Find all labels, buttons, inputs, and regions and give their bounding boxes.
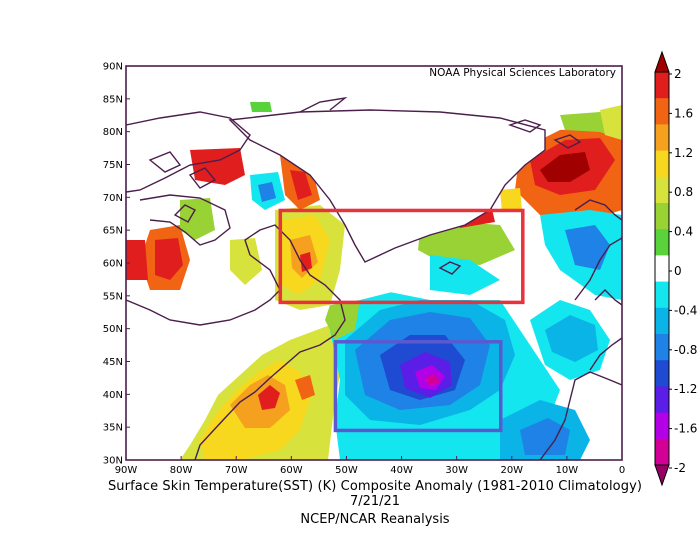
colorbar-segment xyxy=(655,150,669,178)
lat-tick-label: 85N xyxy=(103,94,123,105)
colorbar-segment xyxy=(655,72,669,99)
lat-tick-label: 65N xyxy=(103,226,123,237)
colorbar-segment xyxy=(655,412,669,440)
colorbar-label: 1.6 xyxy=(674,106,693,120)
colorbar-segment xyxy=(655,307,669,335)
latitude-tick-labels: 90N 85N 80N 75N 70N 65N 60N 55N 50N 45N 40N 35N 30N xyxy=(103,62,130,467)
caption-title: Surface Skin Temperature(SST) (K) Compos… xyxy=(107,479,643,494)
lat-tick-label: 70N xyxy=(103,193,123,204)
colorbar-segment xyxy=(655,98,669,125)
lat-tick-label: 60N xyxy=(103,259,123,270)
lon-tick-label: 70W xyxy=(225,465,248,476)
lat-tick-label: 50N xyxy=(103,324,123,335)
lat-tick-label: 55N xyxy=(103,291,123,302)
colorbar xyxy=(654,50,670,487)
colorbar-label: -0.8 xyxy=(674,343,697,357)
anomaly-field xyxy=(126,102,622,460)
credit-label: NOAA Physical Sciences Laboratory xyxy=(429,67,616,79)
lon-tick-label: 10W xyxy=(556,465,579,476)
lon-tick-label: 50W xyxy=(335,465,358,476)
lon-tick-label: 40W xyxy=(390,465,413,476)
lat-tick-label: 45N xyxy=(103,357,123,368)
lat-tick-label: 30N xyxy=(103,456,123,467)
colorbar-frame xyxy=(654,71,670,466)
lon-tick-label: 60W xyxy=(280,465,303,476)
lat-tick-label: 90N xyxy=(103,62,123,73)
colorbar-segment xyxy=(655,281,669,309)
lon-tick-label: 90W xyxy=(115,465,138,476)
lon-tick-label: 20W xyxy=(500,465,523,476)
colorbar-label: -0.4 xyxy=(674,303,697,317)
colorbar-label: 0.8 xyxy=(674,185,693,199)
greenland-landmass xyxy=(228,109,546,263)
colorbar-max-arrow xyxy=(654,50,670,73)
lon-tick-label: 80W xyxy=(170,465,193,476)
lat-tick-label: 75N xyxy=(103,160,123,171)
caption-source: NCEP/NCAR Reanalysis xyxy=(300,512,450,527)
colorbar-label: 0.4 xyxy=(674,225,693,239)
lat-tick-label: 80N xyxy=(103,127,123,138)
colorbar-segment xyxy=(655,386,669,414)
colorbar-segment xyxy=(655,176,669,204)
colorbar-label: 1.2 xyxy=(674,146,693,160)
colorbar-label: -1.6 xyxy=(674,422,697,436)
blue-box xyxy=(333,340,503,433)
colorbar-label: -2 xyxy=(674,461,686,475)
lat-tick-label: 40N xyxy=(103,390,123,401)
coastlines xyxy=(126,96,622,460)
red-box xyxy=(278,208,525,305)
lon-tick-label: 30W xyxy=(445,465,468,476)
colorbar-labels: 2 1.6 1.2 0.8 0.4 0 -0.4 -0.8 -1.2 -1.6 -2 xyxy=(669,67,697,475)
colorbar-segment xyxy=(655,360,669,387)
lon-tick-label: 0 xyxy=(619,465,625,476)
colorbar-segment xyxy=(655,124,669,152)
colorbar-segment xyxy=(655,255,669,283)
colorbar-label: -1.2 xyxy=(674,382,697,396)
colorbar-label: 0 xyxy=(674,264,682,278)
colorbar-segment xyxy=(655,438,669,466)
colorbar-segment xyxy=(655,203,669,230)
lat-tick-label: 35N xyxy=(103,423,123,434)
longitude-tick-labels: 90W 80W 70W 60W 50W 40W 30W 20W 10W 0 xyxy=(115,456,625,476)
colorbar-label: 2 xyxy=(674,67,682,81)
colorbar-segment xyxy=(655,334,669,361)
caption-date: 7/21/21 xyxy=(349,494,401,509)
colorbar-segment xyxy=(655,229,669,256)
